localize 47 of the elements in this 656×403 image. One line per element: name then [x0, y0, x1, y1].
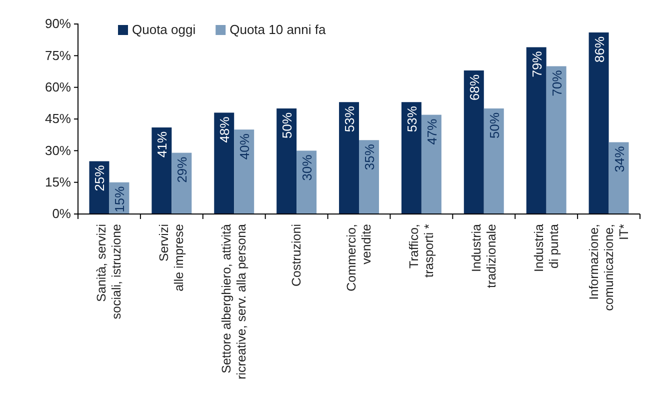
data-label: 86%	[592, 36, 607, 62]
data-label: 48%	[217, 116, 232, 143]
x-tick-label: Informazione, comunicazione, IT*	[586, 224, 631, 311]
data-label: 53%	[342, 106, 358, 132]
y-tick-label: 30%	[44, 142, 72, 158]
data-label: 53%	[404, 106, 420, 132]
data-label: 34%	[612, 146, 627, 172]
data-label: 35%	[362, 144, 377, 170]
bar	[296, 150, 317, 214]
bar	[546, 66, 566, 214]
y-tick-label: 45%	[44, 111, 72, 126]
data-label: 41%	[154, 131, 170, 158]
data-label: 79%	[529, 50, 544, 78]
bar	[526, 47, 546, 214]
x-tick-label: Sanità, servizi sociali, istruzione	[94, 224, 124, 320]
bar	[339, 102, 359, 214]
y-tick-label: 75%	[44, 48, 72, 63]
data-label: 25%	[92, 164, 108, 192]
bar	[152, 127, 172, 214]
y-tick-label: 60%	[44, 79, 72, 94]
y-tick-label: 15%	[44, 174, 72, 190]
bar	[588, 32, 609, 214]
bar	[464, 70, 484, 214]
legend-label: Quota oggi	[132, 22, 196, 37]
data-label: 47%	[424, 118, 440, 145]
bar	[234, 130, 254, 214]
bar	[214, 112, 234, 214]
x-tick-label: Costruzioni	[290, 224, 304, 287]
data-label: 29%	[174, 156, 190, 183]
x-tick-label: Commercio, vendite	[344, 224, 374, 292]
y-tick-label: 0%	[52, 206, 72, 222]
bar	[608, 142, 629, 214]
legend-label: Quota 10 anni fa	[230, 22, 327, 37]
data-label: 30%	[300, 154, 315, 181]
y-tick-label: 90%	[44, 16, 72, 32]
data-label: 50%	[280, 112, 295, 138]
x-tick-label: Industria di punta	[532, 224, 561, 272]
data-label: 50%	[486, 112, 502, 138]
bar	[359, 140, 379, 214]
bar	[484, 108, 504, 214]
data-label: 70%	[549, 70, 564, 96]
bar	[276, 108, 297, 214]
data-label: 40%	[237, 133, 252, 160]
data-label: 68%	[466, 74, 482, 100]
bar	[401, 102, 422, 214]
data-label: 15%	[112, 186, 128, 212]
bar	[421, 114, 442, 214]
